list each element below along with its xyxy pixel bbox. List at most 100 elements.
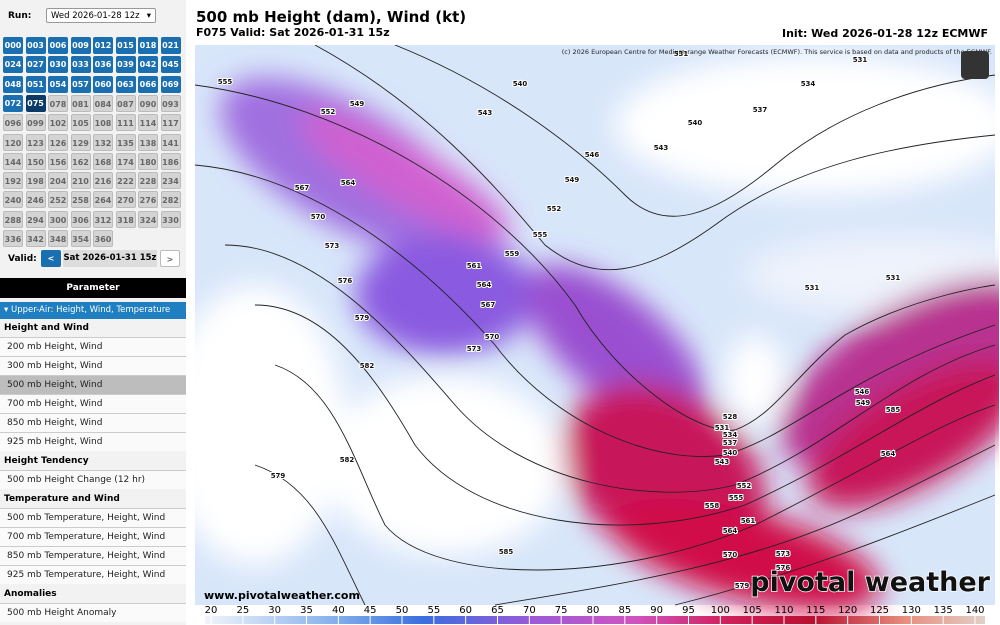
hour-button[interactable]: 204: [48, 172, 68, 190]
hour-button[interactable]: 258: [70, 191, 91, 209]
parameter-item[interactable]: 850 mb Height, Wind: [0, 413, 186, 432]
hour-button[interactable]: 360: [93, 230, 113, 247]
hour-button[interactable]: 015: [115, 37, 136, 54]
hour-button[interactable]: 060: [93, 75, 113, 93]
hour-button[interactable]: 312: [93, 210, 113, 228]
hour-button[interactable]: 288: [3, 210, 23, 228]
hour-button[interactable]: 075: [25, 94, 46, 112]
hour-button[interactable]: 033: [70, 56, 91, 74]
run-select[interactable]: Wed 2026-01-28 12z ▾: [46, 8, 156, 23]
hour-button[interactable]: 003: [25, 37, 46, 54]
share-button[interactable]: [961, 51, 989, 79]
hour-button[interactable]: 234: [160, 172, 181, 190]
hour-button[interactable]: 348: [48, 230, 68, 247]
hour-button[interactable]: 120: [3, 133, 23, 151]
hour-button[interactable]: 222: [115, 172, 136, 190]
hour-button[interactable]: 192: [3, 172, 23, 190]
hour-button[interactable]: 336: [3, 230, 23, 247]
hour-button[interactable]: 024: [3, 56, 23, 74]
hour-button[interactable]: 072: [3, 94, 23, 112]
hour-button[interactable]: 063: [115, 75, 136, 93]
hour-button[interactable]: 282: [160, 191, 181, 209]
prev-button[interactable]: <: [41, 250, 61, 267]
hour-button[interactable]: 021: [160, 37, 181, 54]
hour-button[interactable]: 294: [25, 210, 46, 228]
next-button[interactable]: >: [160, 250, 180, 267]
hour-button[interactable]: 111: [115, 114, 136, 132]
hour-button[interactable]: 210: [70, 172, 91, 190]
hour-button[interactable]: 084: [93, 94, 113, 112]
hour-button[interactable]: 138: [138, 133, 158, 151]
hour-button[interactable]: 216: [93, 172, 113, 190]
hour-button[interactable]: 102: [48, 114, 68, 132]
hour-button[interactable]: 135: [115, 133, 136, 151]
hour-button[interactable]: 000: [3, 37, 23, 54]
hour-button[interactable]: 126: [48, 133, 68, 151]
hour-button[interactable]: 054: [48, 75, 68, 93]
hour-button[interactable]: 264: [93, 191, 113, 209]
hour-button[interactable]: 300: [48, 210, 68, 228]
parameter-item[interactable]: 925 mb Temperature, Height, Wind: [0, 565, 186, 584]
parameter-item[interactable]: 850 mb Temperature, Height, Wind: [0, 546, 186, 565]
hour-button[interactable]: 252: [48, 191, 68, 209]
hour-button[interactable]: 057: [70, 75, 91, 93]
parameter-item[interactable]: 500 mb Height, Wind: [0, 375, 186, 394]
hour-button[interactable]: 129: [70, 133, 91, 151]
hour-button[interactable]: 306: [70, 210, 91, 228]
hour-button[interactable]: 354: [70, 230, 91, 247]
hour-button[interactable]: 198: [25, 172, 46, 190]
hour-button[interactable]: 006: [48, 37, 68, 54]
hour-button[interactable]: 144: [3, 152, 23, 170]
hour-button[interactable]: 108: [93, 114, 113, 132]
hour-button[interactable]: 039: [115, 56, 136, 74]
hour-button[interactable]: 009: [70, 37, 91, 54]
hour-button[interactable]: 318: [115, 210, 136, 228]
hour-button[interactable]: 030: [48, 56, 68, 74]
hour-button[interactable]: 162: [70, 152, 91, 170]
hour-button[interactable]: 141: [160, 133, 181, 151]
hour-button[interactable]: 087: [115, 94, 136, 112]
hour-button[interactable]: 096: [3, 114, 23, 132]
hour-button[interactable]: 036: [93, 56, 113, 74]
hour-button[interactable]: 156: [48, 152, 68, 170]
hour-button[interactable]: 174: [115, 152, 136, 170]
hour-button[interactable]: 123: [25, 133, 46, 151]
hour-button[interactable]: 045: [160, 56, 181, 74]
parameter-item[interactable]: 500 mb Height Change (12 hr): [0, 470, 186, 489]
hour-button[interactable]: 018: [138, 37, 158, 54]
hour-button[interactable]: 066: [138, 75, 158, 93]
hour-button[interactable]: 042: [138, 56, 158, 74]
hour-button[interactable]: 090: [138, 94, 158, 112]
hour-button[interactable]: 114: [138, 114, 158, 132]
hour-button[interactable]: 270: [115, 191, 136, 209]
hour-button[interactable]: 186: [160, 152, 181, 170]
hour-button[interactable]: 069: [160, 75, 181, 93]
hour-button[interactable]: 132: [93, 133, 113, 151]
category-bar[interactable]: ▾ Upper-Air: Height, Wind, Temperature: [0, 302, 186, 319]
hour-button[interactable]: 048: [3, 75, 23, 93]
hour-button[interactable]: 276: [138, 191, 158, 209]
hour-button[interactable]: 342: [25, 230, 46, 247]
hour-button[interactable]: 240: [3, 191, 23, 209]
parameter-item[interactable]: 500 mb Height Anomaly: [0, 603, 186, 622]
hour-button[interactable]: 228: [138, 172, 158, 190]
hour-button[interactable]: 150: [25, 152, 46, 170]
hour-button[interactable]: 051: [25, 75, 46, 93]
hour-button[interactable]: 099: [25, 114, 46, 132]
parameter-item[interactable]: 500 mb Temperature, Height, Wind: [0, 508, 186, 527]
parameter-item[interactable]: 925 mb Height, Wind: [0, 432, 186, 451]
hour-button[interactable]: 168: [93, 152, 113, 170]
hour-button[interactable]: 105: [70, 114, 91, 132]
hour-button[interactable]: 246: [25, 191, 46, 209]
hour-button[interactable]: 027: [25, 56, 46, 74]
hour-button[interactable]: 117: [160, 114, 181, 132]
parameter-item[interactable]: 200 mb Height, Wind: [0, 337, 186, 356]
hour-button[interactable]: 330: [160, 210, 181, 228]
parameter-item[interactable]: 300 mb Height, Wind: [0, 356, 186, 375]
hour-button[interactable]: 081: [70, 94, 91, 112]
hour-button[interactable]: 180: [138, 152, 158, 170]
hour-button[interactable]: 012: [93, 37, 113, 54]
hour-button[interactable]: 078: [48, 94, 68, 112]
parameter-item[interactable]: 700 mb Height, Wind: [0, 394, 186, 413]
parameter-item[interactable]: 700 mb Temperature, Height, Wind: [0, 527, 186, 546]
